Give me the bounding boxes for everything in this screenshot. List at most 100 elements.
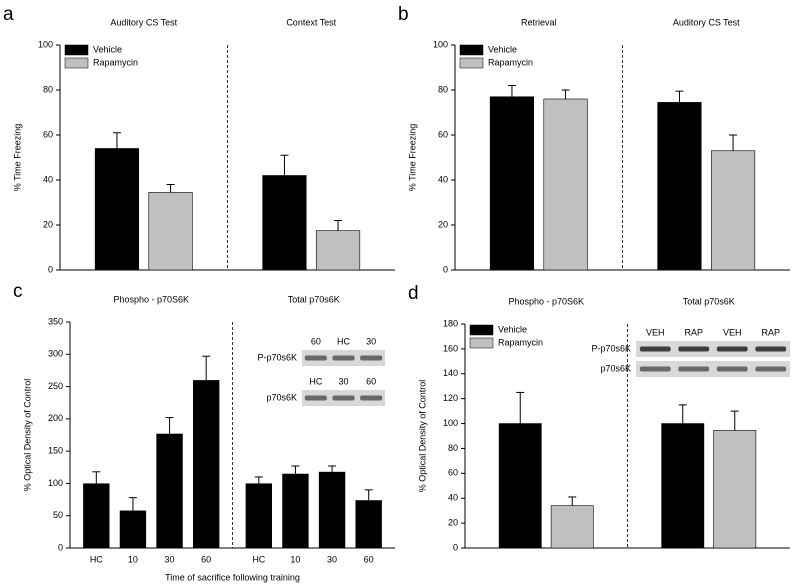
- legend-label: Rapamycin: [498, 337, 543, 347]
- bar: [156, 433, 183, 548]
- y-tick-label: 40: [43, 174, 53, 184]
- y-tick-label: 0: [453, 542, 458, 552]
- x-tick-label: 10: [290, 554, 300, 564]
- group-title: Total p70s6K: [288, 294, 340, 304]
- x-tick-label: 30: [327, 554, 337, 564]
- blot-band: [304, 395, 327, 401]
- blot-label: P-p70s6K: [257, 352, 297, 362]
- bar: [94, 148, 140, 271]
- y-tick-label: 60: [448, 468, 458, 478]
- blot-band: [332, 395, 355, 401]
- y-tick-label: 60: [438, 129, 448, 139]
- legend-label: Vehicle: [488, 44, 517, 54]
- legend-swatch: [459, 44, 484, 56]
- bar: [489, 96, 535, 271]
- group-title: Auditory CS Test: [110, 17, 177, 27]
- bar: [661, 423, 705, 549]
- group-title: Retrieval: [521, 17, 557, 27]
- y-tick-label: 100: [38, 39, 53, 49]
- lane-label: 30: [366, 336, 376, 346]
- y-tick-label: 250: [48, 381, 63, 391]
- lane-label: VEH: [723, 327, 742, 337]
- blot-band: [639, 366, 671, 372]
- bar: [318, 471, 346, 548]
- x-tick-label: 60: [364, 554, 374, 564]
- legend-label: Vehicle: [93, 44, 122, 54]
- bar: [262, 175, 307, 271]
- y-tick-label: 40: [438, 174, 448, 184]
- lane-label: VEH: [646, 327, 665, 337]
- y-tick-label: 100: [48, 478, 63, 488]
- x-tick-label: HC: [90, 554, 103, 564]
- bar: [710, 150, 756, 271]
- y-tick-label: 300: [48, 349, 63, 359]
- y-tick-label: 150: [48, 446, 63, 456]
- blot: [636, 341, 790, 357]
- y-tick-label: 80: [43, 84, 53, 94]
- x-tick-label: 30: [165, 554, 175, 564]
- bar: [498, 423, 542, 549]
- lane-label: RAP: [684, 327, 703, 337]
- group-title: Auditory CS Test: [673, 17, 740, 27]
- bar: [657, 102, 702, 271]
- y-axis-label: % Optical Density of Control: [417, 380, 427, 493]
- bar: [355, 500, 382, 548]
- y-tick-label: 40: [448, 493, 458, 503]
- blot-band: [716, 346, 748, 352]
- legend-swatch: [459, 57, 484, 69]
- bar: [119, 510, 147, 548]
- blot-band: [755, 366, 787, 372]
- y-tick-label: 50: [53, 510, 63, 520]
- blot-band: [332, 355, 355, 361]
- y-tick-label: 100: [433, 39, 448, 49]
- x-tick-label: HC: [252, 554, 265, 564]
- y-axis-label: % Time Freezing: [12, 124, 22, 192]
- lane-label: 60: [311, 336, 321, 346]
- lane-label: HC: [309, 376, 322, 386]
- blot-band: [360, 355, 383, 361]
- y-tick-label: 60: [43, 129, 53, 139]
- y-tick-label: 100: [443, 418, 458, 428]
- legend-swatch: [469, 324, 494, 336]
- legend-label: Rapamycin: [488, 57, 533, 67]
- y-tick-label: 0: [58, 542, 63, 552]
- blot-band: [755, 346, 787, 352]
- blot-band: [716, 366, 748, 372]
- panel-letter: b: [398, 4, 409, 25]
- blot-band: [639, 346, 671, 352]
- y-tick-label: 180: [443, 318, 458, 328]
- bar: [83, 483, 110, 548]
- group-title: Phospho - p70S6K: [508, 296, 584, 306]
- lane-label: 30: [338, 376, 348, 386]
- bar: [282, 473, 309, 548]
- lane-label: 60: [366, 376, 376, 386]
- bar: [148, 192, 193, 271]
- bar: [550, 505, 594, 549]
- y-tick-label: 20: [448, 517, 458, 527]
- lane-label: HC: [337, 336, 350, 346]
- group-title: Context Test: [286, 17, 336, 27]
- bar: [315, 230, 361, 271]
- blot-band: [678, 346, 710, 352]
- group-title: Phospho - p70S6K: [113, 294, 189, 304]
- blot: [636, 361, 790, 377]
- legend-label: Vehicle: [498, 324, 527, 334]
- y-tick-label: 0: [443, 264, 448, 274]
- y-tick-label: 20: [438, 219, 448, 229]
- x-tick-label: 10: [128, 554, 138, 564]
- y-tick-label: 120: [443, 393, 458, 403]
- blot-label: P-p70s6K: [591, 343, 631, 353]
- y-tick-label: 20: [43, 219, 53, 229]
- y-tick-label: 140: [443, 368, 458, 378]
- x-axis-label: Time of sacrifice following training: [165, 572, 300, 582]
- y-tick-label: 160: [443, 343, 458, 353]
- blot-band: [678, 366, 710, 372]
- bar: [543, 98, 588, 271]
- blot-label: p70s6K: [600, 363, 631, 373]
- legend-swatch: [64, 44, 89, 56]
- y-tick-label: 80: [438, 84, 448, 94]
- y-tick-label: 350: [48, 316, 63, 326]
- legend-label: Rapamycin: [93, 57, 138, 67]
- blot-band: [304, 355, 327, 361]
